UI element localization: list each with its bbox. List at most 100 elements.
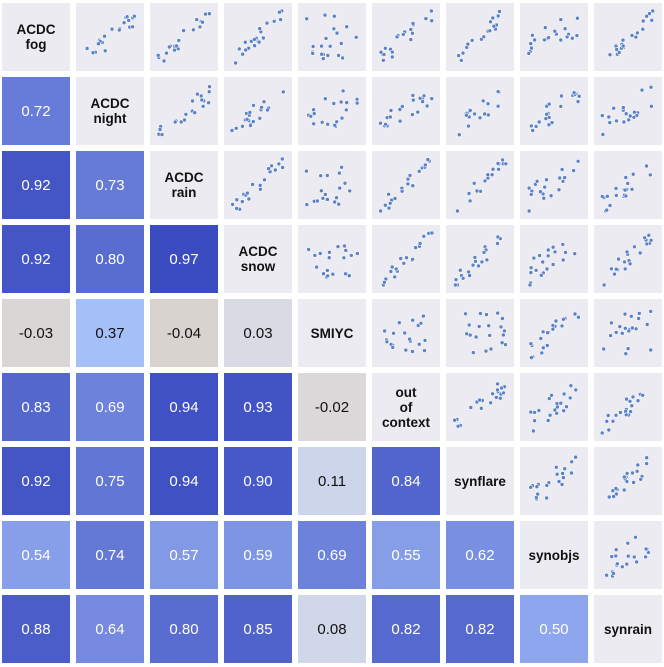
scatter-point	[613, 186, 619, 191]
scatter-plot-svg	[600, 163, 653, 214]
correlation-value: 0.94	[169, 398, 199, 416]
scatter-point	[166, 44, 172, 50]
scatter-point	[192, 110, 198, 116]
scatter-point	[487, 28, 493, 34]
scatter-point	[471, 180, 477, 186]
scatter-point	[531, 255, 537, 261]
scatter-plot-svg	[156, 84, 212, 137]
scatter-point	[502, 328, 507, 334]
scatter-point	[621, 487, 627, 493]
scatter-point	[529, 123, 534, 129]
scatter-point	[407, 336, 412, 342]
correlation-value: 0.03	[243, 324, 273, 342]
scatter-point	[258, 186, 263, 192]
variable-label-line: rain	[171, 185, 197, 200]
scatter-point	[539, 350, 545, 356]
scatter-point	[630, 470, 635, 476]
scatter-point	[628, 313, 634, 319]
scatter-point	[422, 162, 428, 168]
scatter-point	[200, 103, 206, 109]
scatter-plot	[298, 77, 366, 145]
scatter-point	[616, 50, 622, 55]
scatter-point	[337, 170, 342, 176]
scatter-point	[247, 110, 253, 115]
scatter-plot	[520, 373, 588, 441]
scatter-point	[490, 166, 496, 172]
scatter-point	[348, 253, 354, 258]
variable-label-line: synrain	[603, 621, 653, 637]
scatter-point	[279, 156, 285, 162]
scatter-point	[569, 459, 575, 465]
scatter-point	[621, 474, 627, 480]
scatter-point	[557, 175, 563, 181]
correlation-value: 0.83	[21, 398, 51, 416]
scatter-point	[334, 30, 340, 36]
scatter-point	[341, 255, 347, 261]
scatter-point	[530, 32, 535, 38]
scatter-point	[413, 245, 418, 250]
scatter-point	[479, 259, 485, 265]
scatter-point	[336, 201, 342, 207]
scatter-point	[325, 197, 330, 202]
scatter-point	[614, 193, 619, 198]
correlation-value: -0.02	[314, 398, 350, 416]
scatter-point	[416, 168, 422, 174]
scatter-point	[102, 48, 108, 54]
scatter-point	[560, 257, 566, 263]
scatter-point	[611, 105, 617, 111]
scatter-point	[323, 36, 329, 41]
variable-label: SMIYC	[298, 299, 366, 367]
correlation-cell: 0.93	[224, 373, 292, 441]
scatter-point	[611, 571, 616, 576]
scatter-point	[542, 184, 548, 190]
scatter-point	[559, 93, 564, 99]
scatter-point	[630, 325, 635, 331]
scatter-point	[622, 187, 628, 193]
scatter-point	[610, 488, 616, 494]
correlation-cell: 0.57	[150, 521, 218, 589]
scatter-point	[339, 164, 344, 170]
scatter-point	[485, 172, 491, 178]
scatter-point	[343, 271, 348, 277]
scatter-point	[161, 58, 167, 64]
scatter-point	[624, 249, 630, 255]
scatter-plot-svg	[378, 157, 432, 214]
scatter-point	[480, 98, 486, 104]
scatter-point	[312, 253, 318, 258]
variable-label-line: of	[399, 399, 413, 415]
scatter-point	[609, 320, 614, 326]
scatter-point	[640, 18, 646, 24]
scatter-plot	[520, 299, 588, 367]
scatter-point	[335, 244, 341, 249]
scatter-point	[422, 348, 427, 353]
scatter-point	[276, 161, 282, 167]
scatter-point	[266, 166, 271, 171]
correlation-value: 0.84	[391, 472, 421, 490]
correlation-cell: 0.55	[372, 521, 440, 589]
scatter-point	[172, 119, 178, 125]
scatter-plot	[594, 447, 662, 515]
scatter-point	[347, 188, 353, 194]
scatter-point	[334, 119, 340, 125]
scatter-point	[650, 8, 656, 14]
scatter-point	[600, 113, 605, 118]
correlation-cell: -0.04	[150, 299, 218, 367]
scatter-point	[468, 405, 474, 410]
scatter-point	[530, 128, 535, 133]
scatter-point	[544, 111, 549, 117]
scatter-point	[567, 395, 573, 401]
scatter-point	[265, 107, 270, 113]
variable-label-line: ACDC	[90, 96, 130, 111]
scatter-point	[405, 181, 411, 187]
scatter-plot	[372, 151, 440, 219]
scatter-plot-svg	[453, 234, 503, 288]
scatter-point	[624, 561, 630, 567]
scatter-point	[554, 471, 560, 477]
scatter-point	[624, 479, 630, 484]
variable-label: synobjs	[520, 521, 588, 589]
scatter-point	[382, 328, 387, 334]
scatter-point	[84, 46, 90, 51]
correlation-value: 0.93	[243, 398, 273, 416]
scatter-point	[343, 248, 349, 253]
scatter-point	[174, 43, 179, 49]
